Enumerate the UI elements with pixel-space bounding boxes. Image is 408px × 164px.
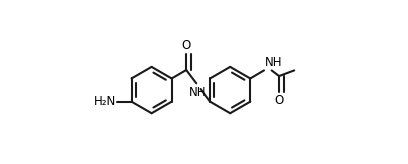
Text: O: O bbox=[275, 94, 284, 107]
Text: O: O bbox=[182, 39, 191, 52]
Text: NH: NH bbox=[188, 86, 206, 99]
Text: NH: NH bbox=[265, 56, 282, 69]
Text: H₂N: H₂N bbox=[94, 95, 116, 108]
